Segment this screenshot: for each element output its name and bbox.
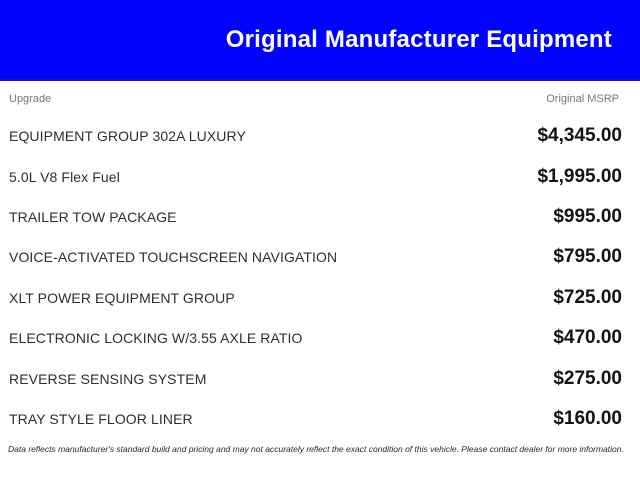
column-header-upgrade: Upgrade <box>9 93 52 105</box>
table-row: ELECTRONIC LOCKING W/3.55 AXLE RATIO $47… <box>0 318 640 358</box>
upgrade-name: TRAY STYLE FLOOR LINER <box>9 410 193 427</box>
upgrade-name: REVERSE SENSING SYSTEM <box>9 370 207 387</box>
table-row: TRAY STYLE FLOOR LINER $160.00 <box>0 399 640 439</box>
msrp-price: $4,345.00 <box>537 125 622 147</box>
msrp-price: $725.00 <box>553 286 622 308</box>
table-row: TRAILER TOW PACKAGE $995.00 <box>0 197 640 237</box>
upgrade-name: ELECTRONIC LOCKING W/3.55 AXLE RATIO <box>9 330 303 347</box>
upgrade-name: EQUIPMENT GROUP 302A LUXURY <box>9 128 246 145</box>
table-row: REVERSE SENSING SYSTEM $275.00 <box>0 358 640 398</box>
table-row: 5.0L V8 Flex Fuel $1,995.00 <box>0 156 640 196</box>
msrp-price: $995.00 <box>553 205 622 227</box>
msrp-price: $470.00 <box>553 327 622 349</box>
page-title: Original Manufacturer Equipment <box>225 25 612 53</box>
upgrade-name: 5.0L V8 Flex Fuel <box>9 168 120 185</box>
equipment-table-body: EQUIPMENT GROUP 302A LUXURY $4,345.00 5.… <box>0 116 640 439</box>
equipment-panel: Upgrade Original MSRP EQUIPMENT GROUP 30… <box>0 91 640 454</box>
table-row: EQUIPMENT GROUP 302A LUXURY $4,345.00 <box>0 116 640 156</box>
disclaimer-text: Data reflects manufacturer's standard bu… <box>8 444 624 455</box>
title-bar: Original Manufacturer Equipment <box>0 0 640 81</box>
msrp-price: $160.00 <box>553 407 622 429</box>
msrp-price: $795.00 <box>553 246 622 268</box>
msrp-price: $1,995.00 <box>537 165 622 187</box>
upgrade-name: XLT POWER EQUIPMENT GROUP <box>9 289 235 306</box>
table-column-headers: Upgrade Original MSRP <box>0 91 640 107</box>
table-row: VOICE-ACTIVATED TOUCHSCREEN NAVIGATION $… <box>0 237 640 277</box>
msrp-price: $275.00 <box>553 367 622 389</box>
upgrade-name: VOICE-ACTIVATED TOUCHSCREEN NAVIGATION <box>9 249 338 266</box>
table-row: XLT POWER EQUIPMENT GROUP $725.00 <box>0 278 640 318</box>
upgrade-name: TRAILER TOW PACKAGE <box>9 208 177 225</box>
column-header-msrp: Original MSRP <box>546 93 619 105</box>
